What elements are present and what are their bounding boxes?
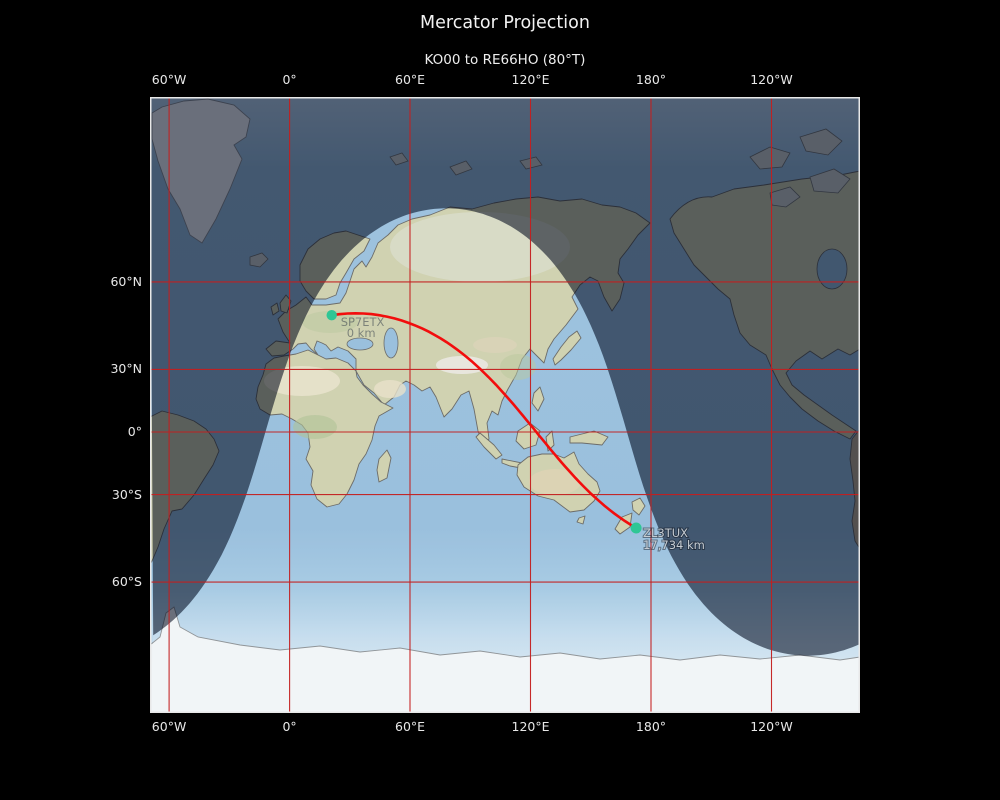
- black-sea: [346, 337, 374, 351]
- lat-tick-label: 30°S: [111, 486, 142, 502]
- page-title: Mercator Projection: [420, 13, 590, 33]
- lon-tick-label-bottom: 60°E: [395, 719, 426, 734]
- new-zealand: [614, 497, 646, 535]
- europe-tint: [302, 311, 358, 333]
- start-marker: [326, 310, 337, 321]
- day-night-terminator: [150, 97, 860, 714]
- start-station-annotation: SP7ETX 0 km: [341, 315, 385, 340]
- japan: [552, 330, 582, 366]
- lon-tick-label-bottom: 120°W: [750, 719, 793, 734]
- lon-tick-label-top: 120°W: [750, 72, 793, 87]
- end-distance-label: 17,734 km: [643, 538, 705, 552]
- lon-tick-label-top: 60°W: [151, 72, 187, 87]
- arabia-tint: [374, 380, 406, 398]
- map-border: [150, 97, 860, 713]
- end-station-callsign-label: ZL3TUX: [643, 526, 688, 540]
- madagascar: [376, 449, 392, 483]
- lat-tick-label: 60°N: [110, 273, 142, 289]
- lat-tick-label: 30°N: [110, 361, 142, 377]
- gobi-tint: [473, 337, 517, 353]
- caspian-sea: [383, 327, 399, 359]
- lon-tick-label-top: 180°: [635, 72, 667, 87]
- outback-tint: [529, 469, 581, 495]
- lat-tick-label: 60°S: [111, 574, 142, 590]
- geodesic-path-line: [330, 311, 638, 530]
- lon-tick-label-bottom: 0°: [282, 719, 297, 734]
- start-station-label: SP7ETX: [341, 315, 385, 329]
- lon-tick-label-bottom: 120°E: [511, 719, 550, 734]
- tasmania: [576, 515, 586, 525]
- plot-subtitle: KO00 to RE66HO (80°T): [424, 52, 586, 68]
- lon-tick-label-top: 0°: [282, 72, 297, 87]
- end-marker: [630, 522, 642, 534]
- map-canvas: SP7ETX 0 km ZL3TUX 17,734 km: [149, 97, 861, 714]
- lon-tick-label-top: 120°E: [511, 72, 550, 87]
- graticule: [150, 97, 860, 713]
- daylight-tint: [150, 208, 860, 714]
- lat-tick-label: 0°: [127, 424, 142, 439]
- antarctica: [149, 606, 861, 714]
- world-map: SP7ETX 0 km ZL3TUX 17,734 km: [149, 97, 861, 714]
- china-tint: [500, 354, 536, 380]
- great-circle-route: [326, 310, 642, 534]
- lon-tick-label-bottom: 180°: [635, 719, 667, 734]
- congo-tint: [293, 415, 337, 439]
- lon-tick-label-bottom: 60°W: [151, 719, 187, 734]
- night-shade: [150, 97, 860, 656]
- end-station-annotation: ZL3TUX 17,734 km: [642, 525, 706, 553]
- start-distance-label: 0 km: [347, 326, 376, 340]
- lon-tick-label-top: 60°E: [395, 72, 426, 87]
